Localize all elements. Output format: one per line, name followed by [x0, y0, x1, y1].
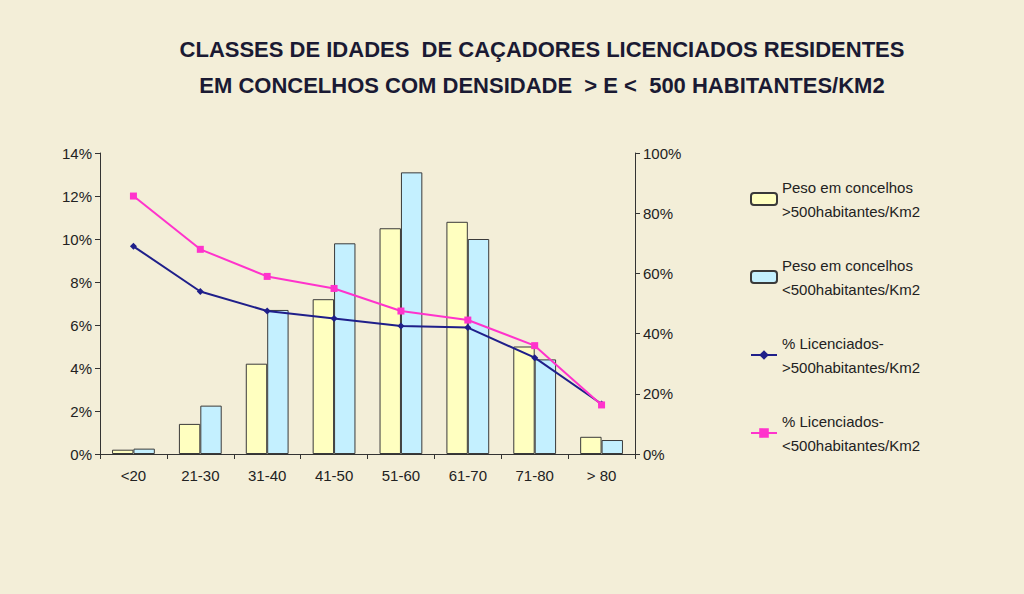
svg-text:Peso em concelhos: Peso em concelhos [782, 257, 913, 274]
svg-text:>500habitantes/Km2: >500habitantes/Km2 [782, 203, 920, 220]
svg-text:<500habitantes/Km2: <500habitantes/Km2 [782, 437, 920, 454]
svg-text:12%: 12% [62, 188, 92, 205]
svg-text:10%: 10% [62, 231, 92, 248]
svg-text:61-70: 61-70 [449, 467, 487, 484]
svg-text:EM CONCELHOS COM DENSIDADE >: EM CONCELHOS COM DENSIDADE > E < 500 HAB… [199, 73, 884, 98]
svg-text:Peso em concelhos: Peso em concelhos [782, 179, 913, 196]
svg-text:21-30: 21-30 [181, 467, 219, 484]
svg-text:0%: 0% [70, 446, 92, 463]
svg-text:60%: 60% [643, 265, 673, 282]
svg-text:6%: 6% [70, 317, 92, 334]
svg-text:% Licenciados-: % Licenciados- [782, 335, 884, 352]
svg-text:% Licenciados-: % Licenciados- [782, 413, 884, 430]
svg-text:100%: 100% [643, 145, 681, 162]
svg-text:40%: 40% [643, 325, 673, 342]
svg-text:80%: 80% [643, 205, 673, 222]
svg-text:> 80: > 80 [587, 467, 617, 484]
svg-text:4%: 4% [70, 360, 92, 377]
svg-text:8%: 8% [70, 274, 92, 291]
svg-text:31-40: 31-40 [248, 467, 286, 484]
svg-text:14%: 14% [62, 145, 92, 162]
svg-text:51-60: 51-60 [382, 467, 420, 484]
svg-text:71-80: 71-80 [516, 467, 554, 484]
svg-text:<20: <20 [121, 467, 146, 484]
svg-text:2%: 2% [70, 403, 92, 420]
svg-text:<500habitantes/Km2: <500habitantes/Km2 [782, 281, 920, 298]
svg-text:0%: 0% [643, 446, 665, 463]
svg-text:CLASSES DE IDADES DE CAÇADORE: CLASSES DE IDADES DE CAÇADORES LICENCIAD… [180, 37, 905, 62]
svg-text:20%: 20% [643, 385, 673, 402]
svg-text:>500habitantes/Km2: >500habitantes/Km2 [782, 359, 920, 376]
svg-text:41-50: 41-50 [315, 467, 353, 484]
